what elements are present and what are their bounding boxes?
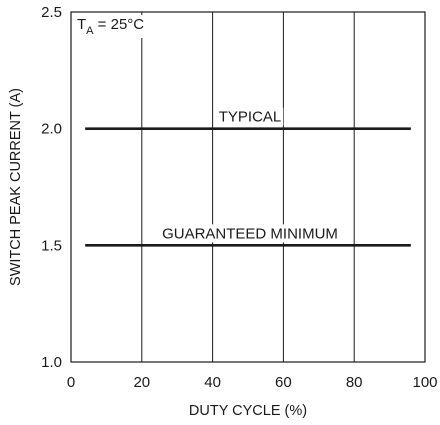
y-tick-label-1-5: 1.5 xyxy=(41,237,62,254)
x-tick-label-60: 60 xyxy=(275,374,292,391)
series-labels: TYPICAL GUARANTEED MINIMUM xyxy=(160,107,340,243)
y-tick-label-2-5: 2.5 xyxy=(41,4,62,21)
series-lines xyxy=(85,127,411,247)
x-tick-labels: 0 20 40 60 80 100 xyxy=(67,374,438,391)
y-tick-labels: 1.0 1.5 2.0 2.5 xyxy=(41,4,62,371)
plot-frame xyxy=(70,11,426,363)
annotation-prefix: T xyxy=(77,16,86,33)
y-tick-label-1-0: 1.0 xyxy=(41,354,62,371)
x-tick-label-40: 40 xyxy=(204,374,221,391)
x-tick-label-20: 20 xyxy=(133,374,150,391)
y-tick-label-2-0: 2.0 xyxy=(41,121,62,138)
temperature-annotation: TA = 25°C xyxy=(75,15,148,38)
grid-lines xyxy=(141,12,355,362)
x-tick-label-100: 100 xyxy=(412,374,437,391)
y-axis-label: SWITCH PEAK CURRENT (A) xyxy=(8,88,24,286)
x-tick-label-0: 0 xyxy=(67,374,75,391)
series-label-typical: TYPICAL xyxy=(219,109,282,126)
x-tick-label-80: 80 xyxy=(346,374,363,391)
annotation-text: TA = 25°C xyxy=(77,16,144,37)
x-axis-label: DUTY CYCLE (%) xyxy=(189,403,307,419)
series-label-background-typical xyxy=(216,107,284,126)
series-label-background-guaranteed-minimum xyxy=(160,224,340,243)
annotation-subscript: A xyxy=(86,25,94,37)
annotation-suffix: = 25°C xyxy=(94,16,145,33)
series-label-guaranteed-minimum: GUARANTEED MINIMUM xyxy=(162,225,338,242)
annotation-background xyxy=(75,15,148,38)
